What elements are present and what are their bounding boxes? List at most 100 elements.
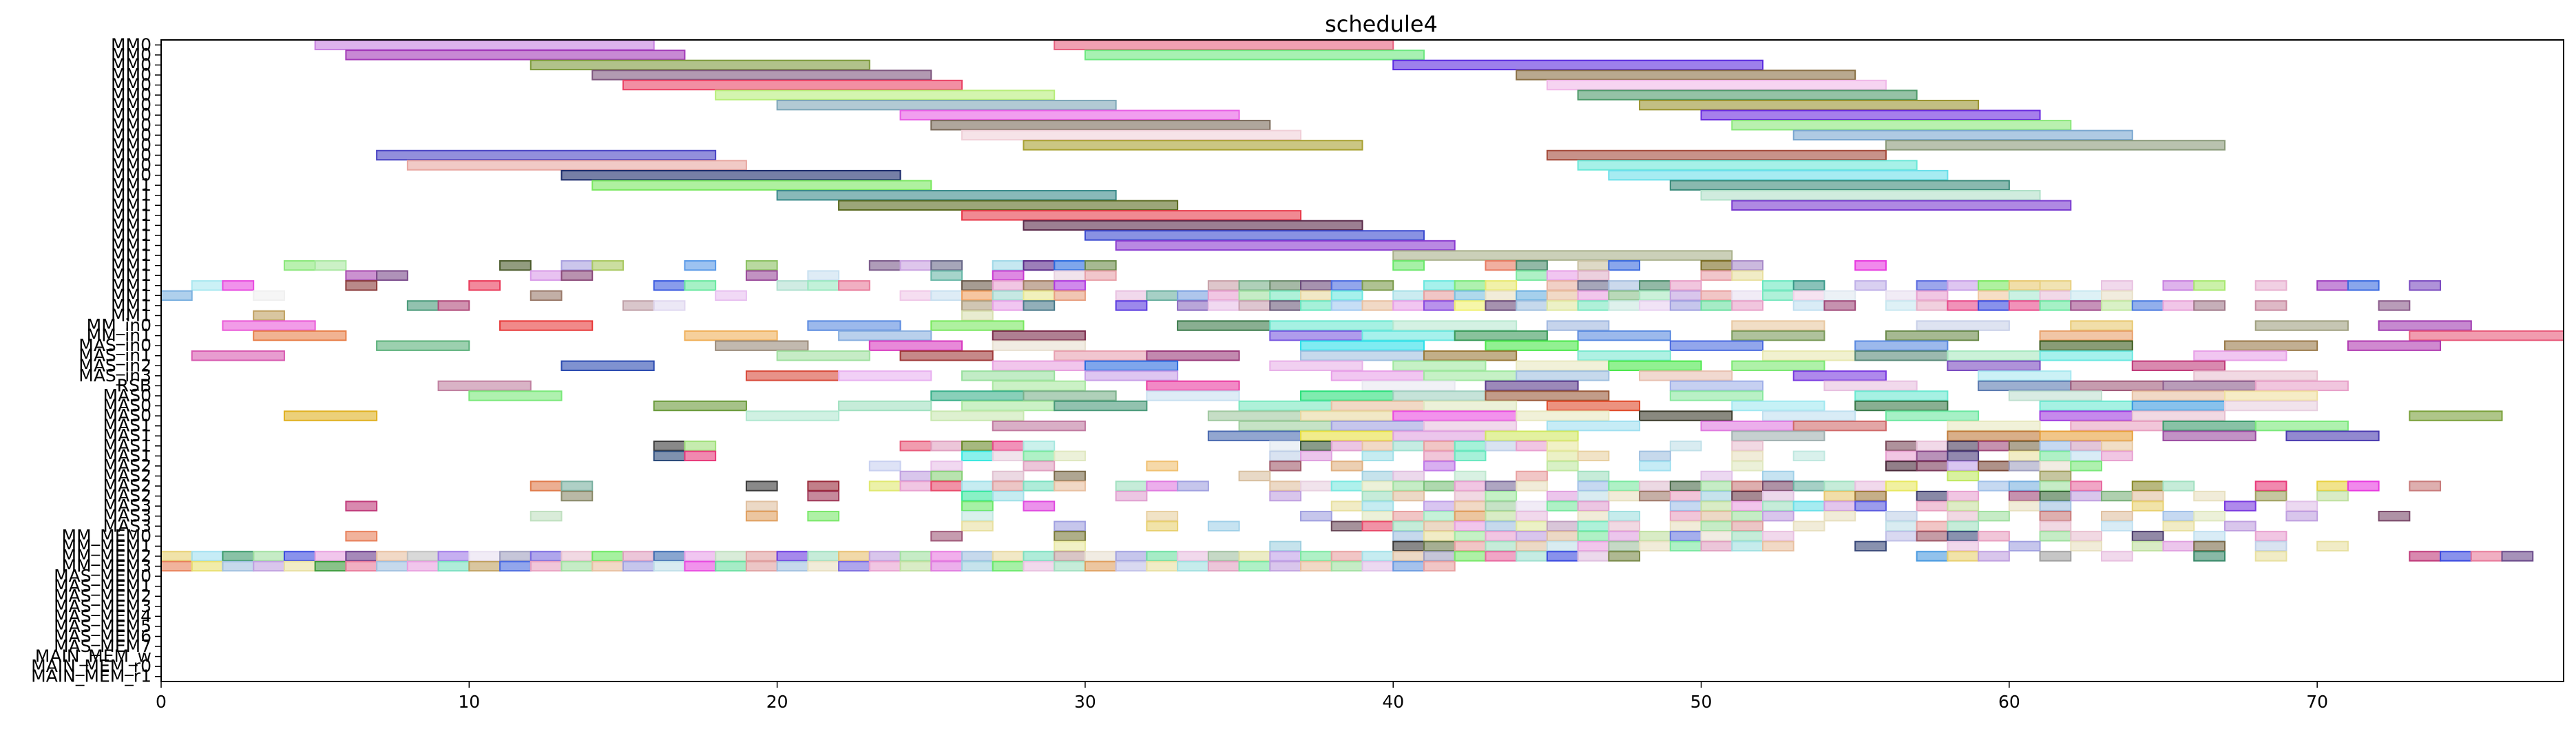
task-bar — [992, 260, 1025, 271]
task-bar — [1485, 511, 1518, 522]
task-bar — [1516, 470, 1548, 482]
task-bar — [1269, 480, 1302, 492]
task-bar — [376, 340, 470, 351]
task-bar — [1269, 290, 1302, 302]
task-bar — [1916, 500, 1949, 511]
task-bar — [622, 551, 655, 562]
task-bar — [1485, 430, 1579, 441]
task-bar — [1947, 441, 1980, 452]
task-bar — [160, 290, 193, 302]
task-bar — [2409, 280, 2442, 291]
task-bar — [1669, 490, 1702, 502]
task-bar — [961, 280, 994, 291]
task-bar — [1546, 300, 1579, 311]
x-tick-label: 30 — [1074, 692, 1096, 712]
task-bar — [992, 441, 1025, 452]
task-bar — [1608, 480, 1641, 492]
task-bar — [992, 420, 1086, 432]
task-bar — [468, 280, 501, 291]
task-bar — [1485, 260, 1518, 271]
task-bar — [1854, 280, 1887, 291]
task-bar — [1300, 560, 1332, 572]
task-bar — [653, 441, 686, 452]
task-bar — [684, 441, 717, 452]
task-bar — [2254, 320, 2349, 331]
task-bar — [1546, 540, 1579, 552]
y-tick-label: MAS_MEM6 — [54, 626, 151, 646]
task-bar — [868, 560, 901, 572]
task-bar — [1392, 540, 1425, 552]
chart-title: schedule4 — [1325, 11, 1438, 37]
task-bar — [1330, 560, 1363, 572]
task-bar — [1516, 520, 1548, 531]
task-bar — [345, 531, 378, 542]
task-bar — [745, 260, 778, 271]
task-bar — [1146, 560, 1179, 572]
task-bar — [992, 470, 1025, 482]
task-bar — [2254, 551, 2287, 562]
y-tick-label: MM0 — [111, 75, 151, 95]
task-bar — [1577, 350, 1671, 361]
task-bar — [1269, 490, 1302, 502]
task-bar — [1577, 89, 1918, 101]
task-bar — [930, 320, 1025, 331]
task-bar — [2378, 511, 2411, 522]
task-bar — [2101, 551, 2133, 562]
task-bar — [838, 330, 932, 341]
task-bar — [1885, 441, 1918, 452]
task-bar — [1207, 430, 1302, 441]
task-bar — [1361, 480, 1394, 492]
task-bar — [1269, 551, 1302, 562]
task-bar — [1639, 540, 1671, 552]
y-tick-label: MM0 — [111, 34, 151, 54]
task-bar — [1423, 441, 1456, 452]
task-bar — [1731, 430, 1825, 441]
task-bar — [499, 560, 532, 572]
task-bar — [992, 270, 1025, 281]
task-bar — [899, 441, 932, 452]
task-bar — [1916, 520, 1949, 531]
task-bar — [1054, 400, 1148, 412]
task-bar — [1885, 140, 2226, 151]
task-bar — [1084, 551, 1117, 562]
y-tick-label: MAS0 — [103, 396, 151, 416]
task-bar — [1608, 300, 1641, 311]
task-bar — [1639, 290, 1671, 302]
task-bar — [2254, 480, 2287, 492]
y-tick-label: MAS2 — [103, 465, 151, 485]
task-bar — [2101, 520, 2133, 531]
y-tick-label: MM0 — [111, 145, 151, 165]
task-bar — [1238, 280, 1271, 291]
task-bar — [1361, 300, 1394, 311]
task-bar — [1054, 560, 1086, 572]
task-bar — [1577, 450, 1610, 462]
task-bar — [1854, 500, 1887, 511]
y-tick-label: MAS0 — [103, 405, 151, 425]
task-bar — [1177, 551, 1209, 562]
task-bar — [807, 511, 840, 522]
task-bar — [1792, 129, 2133, 141]
y-tick-label: MM0 — [111, 165, 151, 185]
task-bar — [930, 551, 963, 562]
task-bar — [2008, 300, 2041, 311]
task-bar — [868, 260, 901, 271]
task-bar — [1546, 441, 1579, 452]
task-bar — [2039, 280, 2072, 291]
task-bar — [191, 560, 224, 572]
task-bar — [1423, 520, 1456, 531]
task-bar — [1823, 380, 1918, 392]
task-bar — [622, 79, 963, 91]
task-bar — [561, 560, 594, 572]
task-bar — [868, 551, 901, 562]
task-bar — [1854, 480, 1887, 492]
y-tick-label: MAIN_MEM_w — [35, 646, 151, 666]
y-tick-label: MM1 — [111, 205, 151, 225]
task-bar — [1454, 280, 1487, 291]
task-bar — [1700, 109, 2041, 120]
y-tick-label: MAS_MEM7 — [54, 636, 151, 656]
task-bar — [1947, 500, 1980, 511]
task-bar — [1054, 480, 1086, 492]
task-bar — [1577, 540, 1610, 552]
task-bar — [1023, 280, 1056, 291]
task-bar — [1207, 560, 1240, 572]
